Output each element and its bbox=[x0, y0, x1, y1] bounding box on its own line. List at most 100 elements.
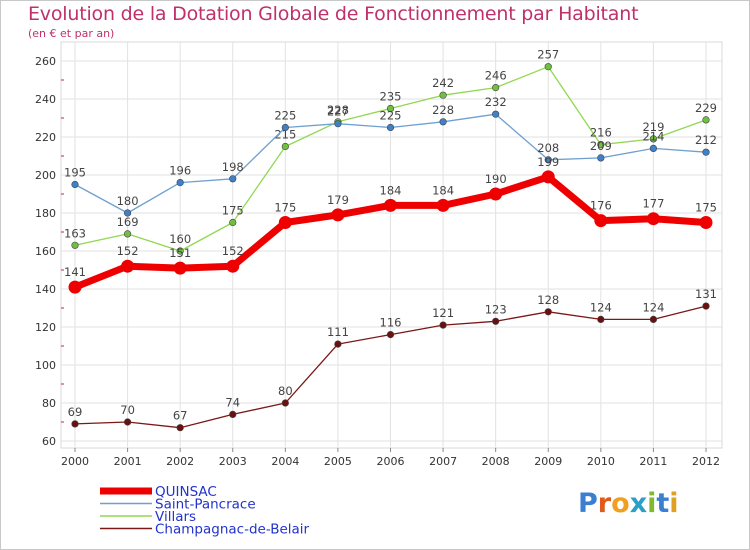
data-point bbox=[544, 63, 552, 71]
data-point bbox=[123, 230, 132, 238]
data-label: 74 bbox=[225, 395, 240, 409]
x-tick-label: 2005 bbox=[324, 455, 352, 468]
x-tick-label: 2000 bbox=[61, 455, 89, 468]
data-point bbox=[541, 170, 555, 184]
logo-letter: i bbox=[669, 488, 679, 519]
data-label: 80 bbox=[278, 384, 293, 398]
logo-letter: t bbox=[656, 488, 670, 519]
data-label: 219 bbox=[642, 120, 664, 134]
data-label: 227 bbox=[327, 105, 349, 119]
proxiti-logo: Proxiti bbox=[578, 488, 679, 519]
data-label: 121 bbox=[432, 306, 454, 320]
data-label: 214 bbox=[642, 129, 664, 143]
data-label: 131 bbox=[695, 287, 717, 301]
data-label: 257 bbox=[537, 48, 559, 62]
data-label: 232 bbox=[485, 95, 507, 109]
data-point bbox=[123, 418, 132, 426]
x-tick-label: 2012 bbox=[692, 455, 720, 468]
data-label: 196 bbox=[169, 164, 191, 178]
logo-letter: P bbox=[578, 488, 598, 519]
data-point bbox=[68, 280, 82, 294]
data-label: 228 bbox=[432, 103, 454, 117]
data-label: 163 bbox=[64, 226, 86, 240]
data-point bbox=[649, 315, 658, 324]
legend-label: Villars bbox=[155, 509, 196, 525]
data-point bbox=[386, 104, 395, 113]
data-point bbox=[281, 123, 289, 132]
x-tick-label: 2002 bbox=[166, 455, 194, 468]
data-label: 160 bbox=[169, 232, 191, 246]
chart-title: Evolution de la Dotation Globale de Fonc… bbox=[28, 3, 639, 25]
data-label: 169 bbox=[117, 215, 139, 229]
data-point bbox=[702, 148, 710, 156]
data-label: 225 bbox=[380, 109, 402, 123]
data-point bbox=[699, 216, 713, 229]
data-label: 177 bbox=[642, 197, 664, 211]
data-point bbox=[492, 110, 500, 118]
data-point bbox=[702, 116, 710, 124]
data-point bbox=[176, 179, 184, 187]
legend-label: Saint-Pancrace bbox=[155, 497, 256, 513]
x-tick-label: 2009 bbox=[534, 455, 562, 468]
logo-letter: r bbox=[597, 488, 612, 519]
data-point bbox=[331, 208, 345, 222]
data-label: 111 bbox=[327, 325, 349, 339]
data-label: 184 bbox=[380, 183, 402, 197]
data-point bbox=[278, 216, 292, 229]
y-tick-label: 220 bbox=[35, 131, 56, 144]
data-label: 209 bbox=[590, 139, 612, 153]
x-tick-label: 2001 bbox=[114, 455, 142, 468]
data-label: 176 bbox=[590, 199, 612, 213]
data-label: 180 bbox=[117, 194, 139, 208]
data-label: 228 bbox=[327, 103, 349, 117]
x-tick-label: 2008 bbox=[482, 455, 510, 468]
data-point bbox=[436, 198, 450, 212]
data-label: 199 bbox=[537, 155, 559, 169]
data-label: 152 bbox=[222, 244, 244, 258]
data-point bbox=[334, 340, 342, 348]
data-point bbox=[544, 308, 552, 316]
data-point bbox=[229, 175, 237, 183]
data-label: 175 bbox=[695, 201, 717, 215]
data-label: 242 bbox=[432, 76, 454, 90]
y-tick-label: 200 bbox=[35, 169, 56, 182]
data-point bbox=[121, 259, 135, 273]
data-label: 124 bbox=[590, 300, 612, 314]
data-point bbox=[384, 198, 397, 212]
data-label: 208 bbox=[537, 141, 559, 155]
y-tick-label: 160 bbox=[35, 245, 56, 258]
logo-letter: x bbox=[629, 488, 648, 519]
chart-subtitle: (en € et par an) bbox=[28, 27, 115, 40]
x-tick-label: 2010 bbox=[587, 455, 615, 468]
data-label: 179 bbox=[327, 193, 349, 207]
data-point bbox=[71, 241, 79, 249]
x-tick-label: 2007 bbox=[429, 455, 457, 468]
data-label: 123 bbox=[485, 302, 507, 316]
data-label: 215 bbox=[274, 128, 296, 142]
data-point bbox=[649, 135, 658, 143]
data-label: 175 bbox=[222, 204, 244, 218]
data-point bbox=[229, 218, 237, 227]
x-tick-label: 2004 bbox=[271, 455, 299, 468]
data-point bbox=[597, 315, 605, 324]
data-point bbox=[439, 91, 447, 99]
y-tick-label: 180 bbox=[35, 207, 56, 220]
data-point bbox=[492, 317, 500, 325]
logo-letter: o bbox=[611, 488, 630, 519]
data-label: 175 bbox=[274, 201, 296, 215]
y-tick-label: 80 bbox=[42, 397, 56, 410]
data-point bbox=[594, 214, 608, 228]
data-point bbox=[176, 424, 184, 432]
data-label: 151 bbox=[169, 246, 191, 260]
data-label: 246 bbox=[485, 69, 507, 83]
x-tick-label: 2003 bbox=[219, 455, 247, 468]
data-point bbox=[544, 156, 552, 164]
data-point bbox=[702, 302, 710, 310]
y-tick-label: 60 bbox=[42, 435, 56, 448]
data-point bbox=[281, 399, 289, 407]
y-tick-label: 120 bbox=[35, 321, 56, 334]
data-point bbox=[386, 123, 395, 132]
legend-label: Champagnac-de-Belair bbox=[155, 522, 310, 538]
data-label: 198 bbox=[222, 160, 244, 174]
